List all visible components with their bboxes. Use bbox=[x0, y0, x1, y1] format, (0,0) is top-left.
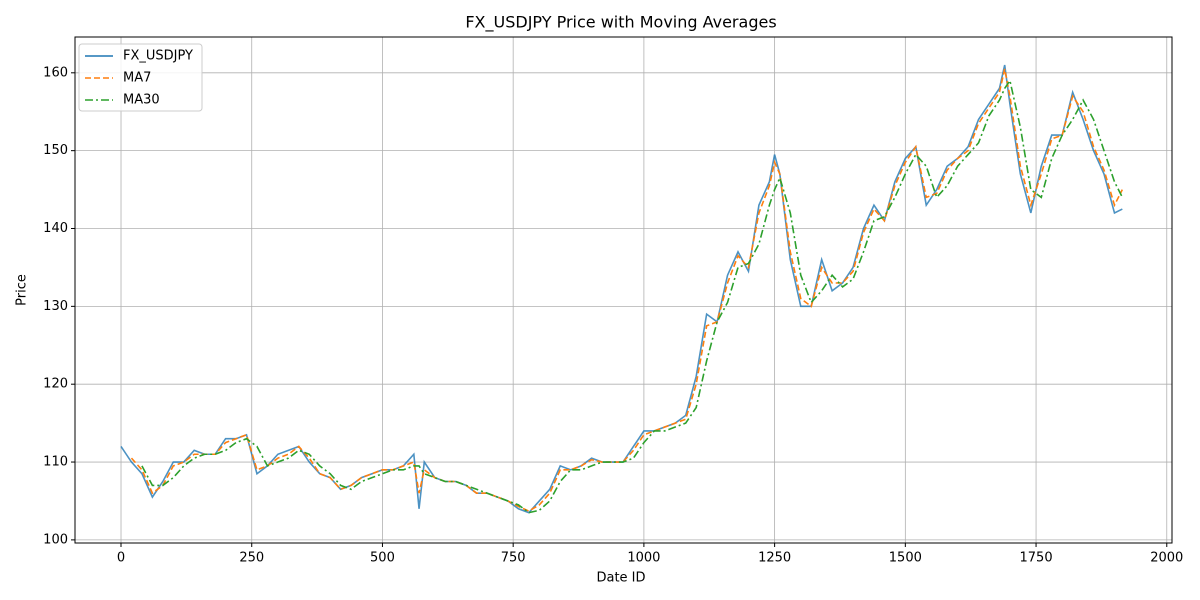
y-tick-label: 130 bbox=[43, 299, 68, 314]
legend-label: MA7 bbox=[123, 71, 151, 86]
legend-box bbox=[78, 43, 203, 112]
series-line bbox=[141, 78, 1124, 514]
y-tick-label: 150 bbox=[43, 143, 68, 158]
x-axis-label: Date ID bbox=[596, 571, 645, 586]
x-tick-label: 1750 bbox=[1020, 551, 1053, 566]
y-tick-label: 160 bbox=[43, 65, 68, 80]
y-tick-label: 100 bbox=[43, 532, 68, 547]
x-tick-label: 250 bbox=[239, 551, 264, 566]
y-tick-label: 120 bbox=[43, 377, 68, 392]
x-tick-label: 500 bbox=[370, 551, 395, 566]
x-tick-label: 2000 bbox=[1150, 551, 1183, 566]
legend-label: FX_USDJPY bbox=[123, 49, 193, 64]
x-tick-label: 1250 bbox=[758, 551, 791, 566]
y-tick-label: 110 bbox=[43, 455, 68, 470]
series-line bbox=[120, 64, 1123, 514]
series-line bbox=[130, 68, 1124, 512]
y-axis-label: Price bbox=[15, 274, 30, 306]
x-tick-label: 0 bbox=[117, 551, 125, 566]
legend-label: MA30 bbox=[123, 93, 160, 108]
x-tick-label: 750 bbox=[501, 551, 526, 566]
chart-title: FX_USDJPY Price with Moving Averages bbox=[465, 13, 776, 33]
plot-frame bbox=[74, 36, 1173, 544]
x-tick-label: 1000 bbox=[627, 551, 660, 566]
legend: FX_USDJPY MA7 MA30 bbox=[78, 43, 203, 112]
x-tick-label: 1500 bbox=[889, 551, 922, 566]
y-tick-label: 140 bbox=[43, 221, 68, 236]
